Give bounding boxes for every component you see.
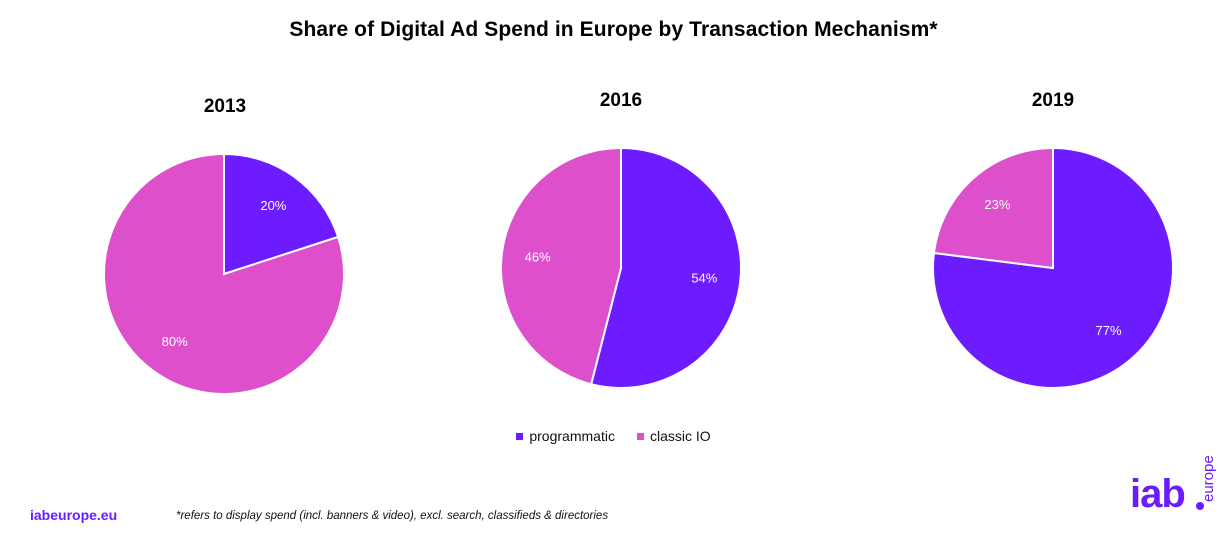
logo-wordmark: iab [1130, 472, 1186, 516]
legend-label-classic-io: classic IO [649, 428, 711, 444]
pie-slice-2016-programmatic [589, 146, 742, 389]
pie-slice-2019-classic-io [932, 146, 1054, 270]
pie-slice-2013-programmatic [223, 152, 340, 276]
logo-sub-wordmark: europe [1200, 455, 1217, 502]
legend-swatch-classic-io [636, 432, 644, 440]
legend-item-classic-io: classic IO [636, 428, 711, 444]
pie-title-2016: 2016 [599, 90, 643, 111]
website-link[interactable]: iabeurope.eu [30, 507, 118, 523]
pie-label-2019-classic-io: 23% [984, 197, 1010, 212]
pie-label-2016-programmatic: 54% [691, 271, 717, 286]
pie-label-2013-classic-io: 80% [162, 334, 188, 349]
pie-title-2013: 2013 [203, 96, 247, 117]
footnote: *refers to display spend (incl. banners … [176, 510, 609, 522]
legend-label-programmatic: programmatic [529, 428, 615, 444]
pie-slice-2016-classic-io [500, 146, 622, 386]
pie-title-2019: 2019 [1031, 90, 1075, 111]
pie-label-2019-programmatic: 77% [1096, 323, 1122, 338]
legend-swatch-programmatic [516, 432, 524, 440]
logo-dot [1196, 502, 1204, 510]
pie-slice-2013-classic-io [103, 152, 345, 395]
chart-legend: programmatic classic IO [0, 428, 1227, 444]
chart-title: Share of Digital Ad Spend in Europe by T… [289, 18, 938, 41]
iab-europe-logo: iab europe [1126, 450, 1221, 530]
pie-label-2013-programmatic: 20% [260, 198, 286, 213]
legend-item-programmatic: programmatic [516, 428, 615, 444]
pie-label-2016-classic-io: 46% [525, 249, 551, 264]
